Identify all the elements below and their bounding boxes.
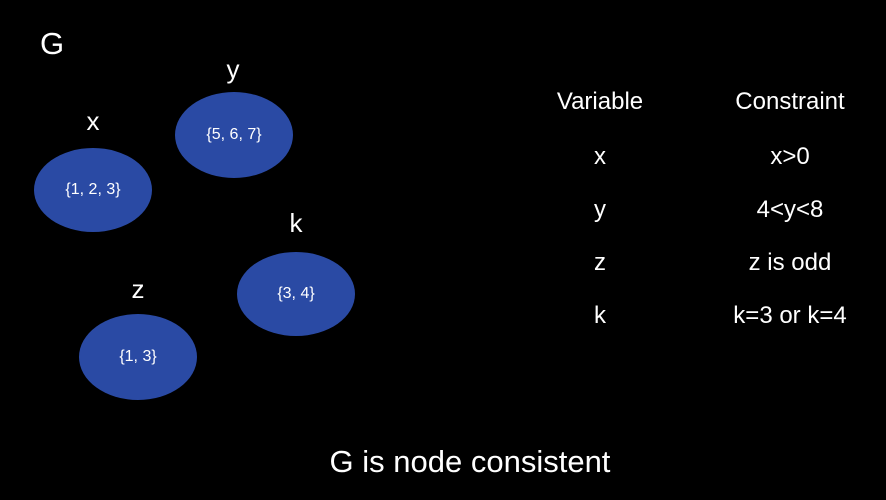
row-constraint: x>0 — [770, 143, 810, 170]
node-z-label: z — [131, 274, 145, 304]
row-constraint: 4<y<8 — [756, 196, 824, 223]
header-constraint: Constraint — [735, 88, 845, 115]
row-constraint: k=3 or k=4 — [733, 302, 847, 329]
node-z: {1, 3} — [79, 314, 197, 400]
node-x: {1, 2, 3} — [34, 148, 152, 232]
table-row: x x>0 — [540, 139, 870, 175]
node-x-label: x — [86, 106, 100, 136]
graph-name: G — [40, 26, 65, 61]
row-variable: k — [594, 302, 606, 329]
node-y-label: y — [226, 54, 240, 84]
row-variable: y — [594, 196, 606, 223]
node-k: {3, 4} — [237, 252, 355, 336]
header-variable: Variable — [556, 88, 644, 115]
node-x-domain: {1, 2, 3} — [65, 181, 121, 198]
table-header-row: Variable Constraint — [540, 84, 870, 120]
row-constraint: z is odd — [748, 249, 832, 276]
table-row: k k=3 or k=4 — [540, 298, 870, 334]
row-variable: z — [594, 249, 606, 276]
node-z-domain: {1, 3} — [119, 348, 157, 365]
node-y-domain: {5, 6, 7} — [206, 126, 262, 143]
table-row: z z is odd — [540, 245, 870, 281]
node-k-label: k — [289, 208, 303, 238]
row-variable: x — [594, 143, 606, 170]
table-row: y 4<y<8 — [540, 192, 870, 228]
node-k-domain: {3, 4} — [277, 285, 315, 302]
node-y: {5, 6, 7} — [175, 92, 293, 178]
caption: G is node consistent — [329, 444, 611, 479]
